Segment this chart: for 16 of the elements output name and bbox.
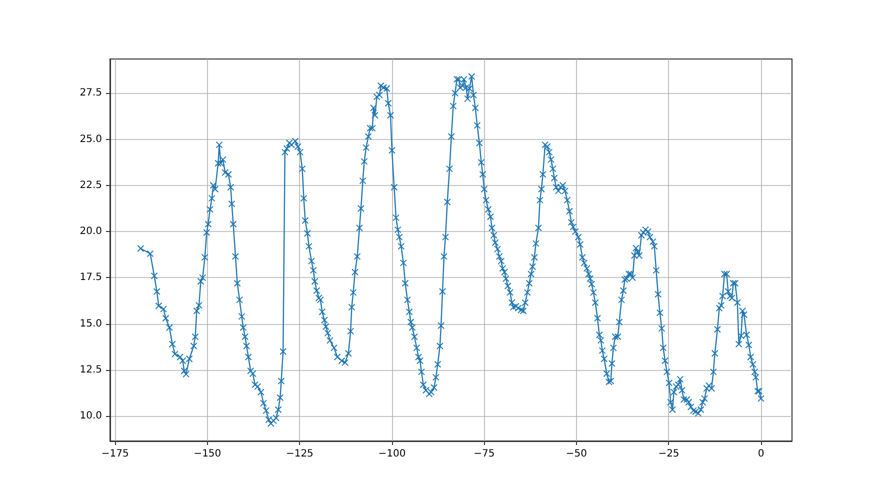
x-tick-label: −175 bbox=[101, 448, 129, 460]
y-tick-label: 17.5 bbox=[80, 272, 102, 284]
x-tick-label: −150 bbox=[194, 448, 222, 460]
y-tick-label: 25.0 bbox=[80, 134, 102, 145]
x-tick-label: −125 bbox=[286, 448, 314, 460]
y-tick-label: 27.5 bbox=[80, 88, 102, 99]
x-tick-label: −75 bbox=[474, 448, 495, 460]
y-tick-label: 12.5 bbox=[80, 364, 102, 376]
y-tick-label: 22.5 bbox=[80, 180, 102, 191]
x-tick-label: −25 bbox=[658, 448, 680, 460]
y-tick-label: 10.0 bbox=[80, 410, 102, 422]
x-tick-label: −50 bbox=[566, 448, 588, 460]
x-tick-label: 0 bbox=[758, 448, 764, 460]
x-tick-label: −100 bbox=[378, 448, 406, 460]
y-tick-label: 20.0 bbox=[80, 226, 102, 238]
y-tick-label: 15.0 bbox=[80, 318, 102, 330]
